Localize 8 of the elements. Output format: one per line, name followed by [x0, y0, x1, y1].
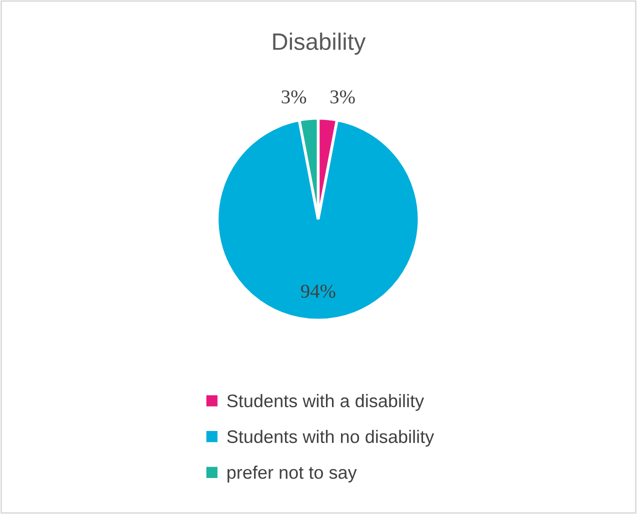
chart-title: Disability — [273, 32, 366, 55]
data-label: 94% — [300, 284, 336, 298]
legend-label: Students with no disability — [227, 430, 434, 447]
data-label: 3% — [330, 90, 355, 104]
legend-label: Students with a disability — [227, 394, 424, 411]
legend-label: prefer not to say — [228, 466, 357, 482]
pie-slice — [216, 118, 421, 322]
data-label: 3% — [282, 90, 306, 104]
